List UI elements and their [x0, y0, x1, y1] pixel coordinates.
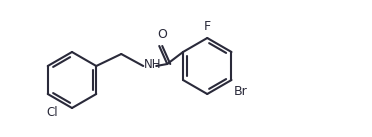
Text: O: O [157, 28, 167, 41]
Text: NH: NH [144, 58, 162, 72]
Text: Br: Br [234, 85, 247, 98]
Text: Cl: Cl [46, 105, 58, 119]
Text: F: F [204, 20, 211, 33]
